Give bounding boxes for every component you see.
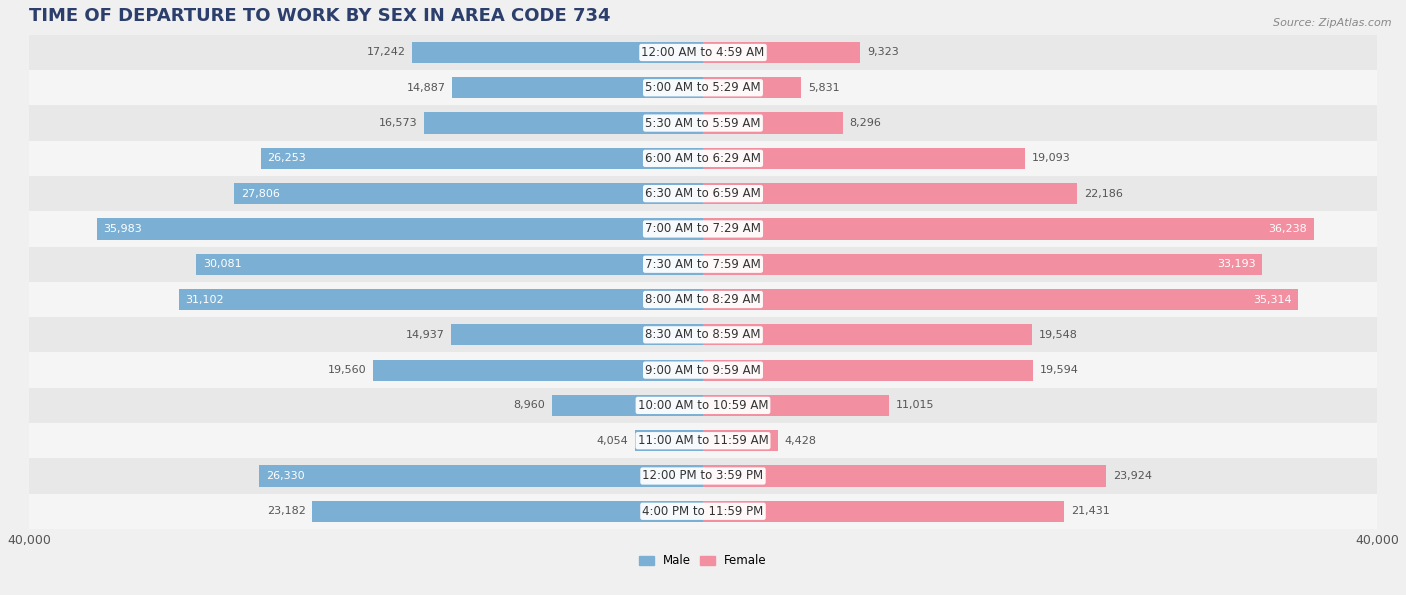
Text: 36,238: 36,238 [1268,224,1308,234]
Text: 8:30 AM to 8:59 AM: 8:30 AM to 8:59 AM [645,328,761,342]
Bar [97,218,703,240]
Text: 8,960: 8,960 [513,400,546,411]
Text: 4,428: 4,428 [785,436,817,446]
Bar [30,423,1376,458]
Text: 7:30 AM to 7:59 AM: 7:30 AM to 7:59 AM [645,258,761,271]
Bar [30,317,1376,352]
Text: Source: ZipAtlas.com: Source: ZipAtlas.com [1274,18,1392,28]
Text: 9,323: 9,323 [868,48,898,58]
Bar [312,500,703,522]
Text: 8,296: 8,296 [849,118,882,128]
Bar [703,289,1298,310]
Text: 35,314: 35,314 [1253,295,1291,305]
Text: 5,831: 5,831 [808,83,839,93]
Text: 6:30 AM to 6:59 AM: 6:30 AM to 6:59 AM [645,187,761,200]
Text: 7:00 AM to 7:29 AM: 7:00 AM to 7:29 AM [645,223,761,236]
Text: 11,015: 11,015 [896,400,934,411]
Text: 12:00 AM to 4:59 AM: 12:00 AM to 4:59 AM [641,46,765,59]
Bar [453,77,703,98]
Bar [703,42,860,63]
Bar [195,253,703,275]
Bar [30,246,1376,282]
Bar [374,359,703,381]
Bar [553,395,703,416]
Text: 27,806: 27,806 [240,189,280,199]
Bar [260,148,703,169]
Text: 33,193: 33,193 [1218,259,1256,269]
Bar [30,140,1376,176]
Bar [259,465,703,487]
Bar [703,253,1263,275]
Text: 4,054: 4,054 [596,436,628,446]
Bar [423,112,703,134]
Text: 30,081: 30,081 [202,259,242,269]
Bar [703,500,1064,522]
Bar [30,352,1376,388]
Bar [703,218,1313,240]
Bar [30,176,1376,211]
Text: 19,093: 19,093 [1032,154,1070,164]
Text: 14,937: 14,937 [406,330,444,340]
Text: 4:00 PM to 11:59 PM: 4:00 PM to 11:59 PM [643,505,763,518]
Text: 19,548: 19,548 [1039,330,1078,340]
Bar [179,289,703,310]
Text: 16,573: 16,573 [378,118,418,128]
Bar [703,465,1107,487]
Text: 5:00 AM to 5:29 AM: 5:00 AM to 5:29 AM [645,82,761,94]
Bar [30,388,1376,423]
Text: 35,983: 35,983 [103,224,142,234]
Text: 9:00 AM to 9:59 AM: 9:00 AM to 9:59 AM [645,364,761,377]
Bar [30,211,1376,246]
Text: 8:00 AM to 8:29 AM: 8:00 AM to 8:29 AM [645,293,761,306]
Text: 17,242: 17,242 [367,48,406,58]
Bar [703,148,1025,169]
Text: 19,560: 19,560 [328,365,367,375]
Bar [30,35,1376,70]
Bar [412,42,703,63]
Text: 6:00 AM to 6:29 AM: 6:00 AM to 6:29 AM [645,152,761,165]
Bar [703,430,778,451]
Bar [634,430,703,451]
Text: 14,887: 14,887 [406,83,446,93]
Text: 19,594: 19,594 [1040,365,1078,375]
Bar [30,494,1376,529]
Text: 26,253: 26,253 [267,154,307,164]
Text: 10:00 AM to 10:59 AM: 10:00 AM to 10:59 AM [638,399,768,412]
Bar [703,324,1032,346]
Text: 23,182: 23,182 [267,506,305,516]
Bar [703,77,801,98]
Bar [30,70,1376,105]
Text: 22,186: 22,186 [1084,189,1122,199]
Bar [703,183,1077,204]
Text: 21,431: 21,431 [1071,506,1109,516]
Text: 31,102: 31,102 [186,295,224,305]
Bar [703,112,842,134]
Bar [703,395,889,416]
Text: 23,924: 23,924 [1114,471,1152,481]
Text: 12:00 PM to 3:59 PM: 12:00 PM to 3:59 PM [643,469,763,483]
Bar [30,458,1376,494]
Bar [30,105,1376,140]
Text: 5:30 AM to 5:59 AM: 5:30 AM to 5:59 AM [645,117,761,130]
Bar [703,359,1033,381]
Text: TIME OF DEPARTURE TO WORK BY SEX IN AREA CODE 734: TIME OF DEPARTURE TO WORK BY SEX IN AREA… [30,7,610,25]
Legend: Male, Female: Male, Female [640,555,766,568]
Bar [451,324,703,346]
Bar [235,183,703,204]
Text: 26,330: 26,330 [266,471,305,481]
Text: 11:00 AM to 11:59 AM: 11:00 AM to 11:59 AM [638,434,768,447]
Bar [30,282,1376,317]
